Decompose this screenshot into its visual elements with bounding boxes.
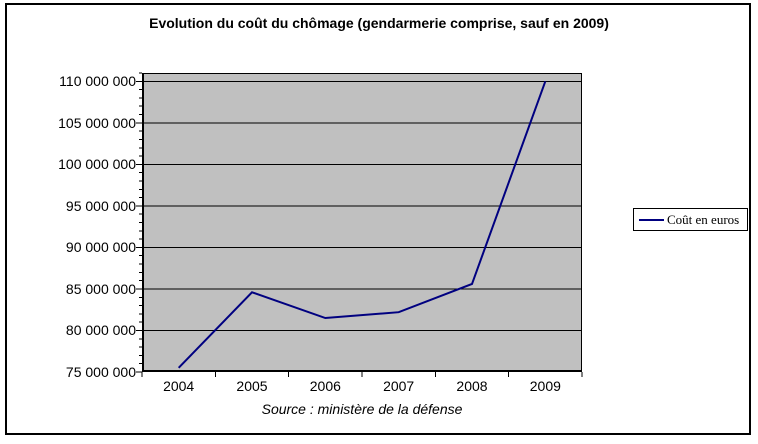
y-axis-tick-label: 95 000 000 [65,197,136,214]
x-axis-tick-label: 2005 [236,378,268,394]
legend: Coût en euros [633,208,748,231]
x-axis-tick-label: 2008 [456,378,488,394]
y-axis-tick-label: 105 000 000 [58,114,136,131]
x-axis-tick-label: 2004 [163,378,195,394]
y-axis-tick-label: 85 000 000 [65,280,136,297]
legend-line-sample [639,218,664,221]
y-axis-tick-label: 80 000 000 [65,322,136,339]
x-axis-tick-label: 2007 [383,378,415,394]
y-axis-tick-label: 75 000 000 [65,364,136,380]
x-axis-tick-label: 2009 [529,378,561,394]
y-axis-tick-label: 90 000 000 [65,239,136,256]
plot-area [142,73,582,372]
y-axis-tick-label: 100 000 000 [58,156,136,173]
chart-title: Evolution du coût du chômage (gendarmeri… [149,15,609,31]
y-axis-tick-label: 110 000 000 [59,73,136,90]
source-caption: Source : ministère de la défense [261,401,463,417]
legend-series-label: Coût en euros [667,211,740,227]
x-axis-tick-label: 2006 [309,378,341,394]
chart-border [5,3,751,435]
